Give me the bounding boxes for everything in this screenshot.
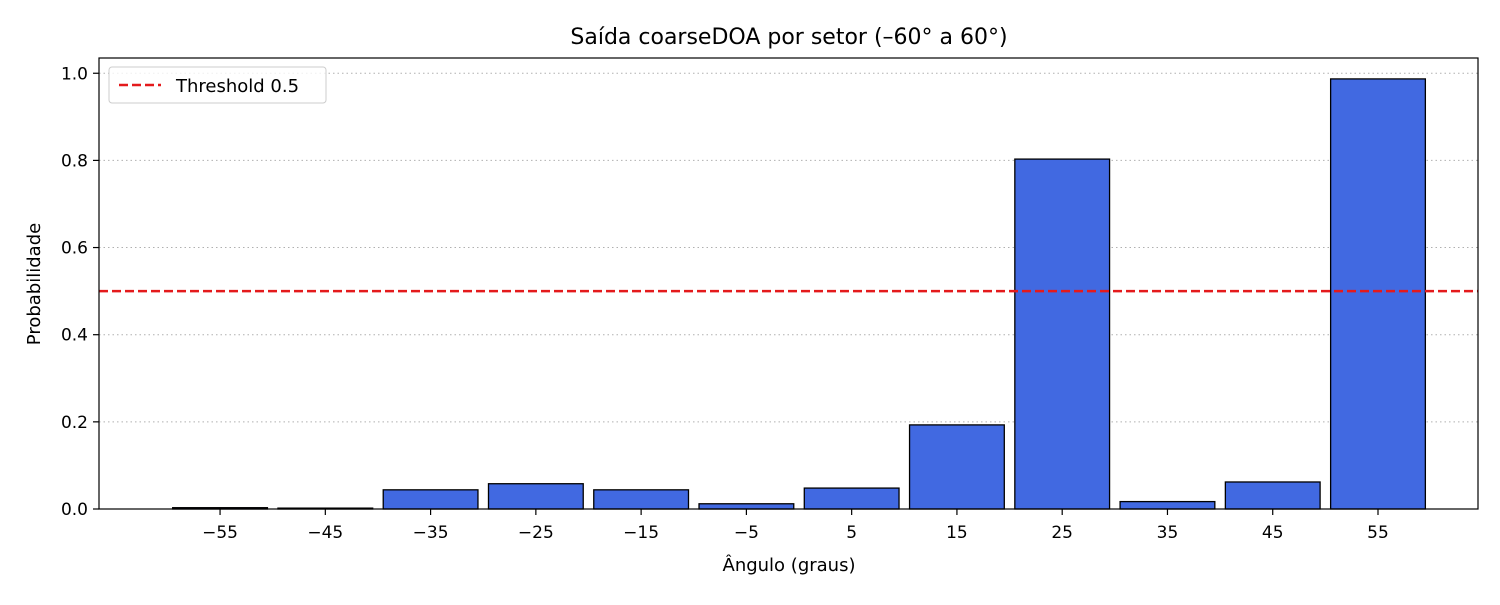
x-tick-label: 25	[1051, 523, 1073, 543]
x-tick-label: 35	[1157, 523, 1179, 543]
y-tick-label: 0.0	[61, 500, 88, 520]
y-tick-label: 1.0	[61, 64, 88, 84]
y-ticks: 0.0 0.2 0.4 0.6 0.8 1.0	[61, 64, 99, 520]
bar-45	[1224, 481, 1321, 510]
plot-frame	[98, 57, 1479, 510]
x-tick-label: −25	[518, 523, 554, 543]
bar-15	[908, 424, 1005, 510]
x-axis-label: Ângulo (graus)	[723, 554, 856, 576]
bar-−15	[593, 489, 690, 510]
bar-25	[1014, 158, 1111, 510]
x-tick-label: −5	[734, 523, 759, 543]
x-tick-label: 45	[1262, 523, 1284, 543]
y-tick-label: 0.6	[61, 239, 88, 259]
grid-lines	[99, 72, 1478, 423]
y-tick-label: 0.8	[61, 151, 88, 171]
legend-box	[108, 66, 327, 104]
bar-35	[1119, 500, 1216, 510]
x-tick-label: 15	[946, 523, 968, 543]
bar-−25	[487, 483, 584, 510]
x-tick-label: 55	[1367, 523, 1389, 543]
y-axis-label: Probabilidade	[24, 223, 45, 345]
y-tick-label: 0.2	[61, 413, 88, 433]
bars	[172, 78, 1427, 510]
legend-label-threshold: Threshold 0.5	[175, 76, 299, 97]
chart-title: Saída coarseDOA por setor (–60° a 60°)	[570, 25, 1007, 50]
x-tick-label: −35	[413, 523, 449, 543]
x-tick-label: −55	[202, 523, 238, 543]
bar-−5	[698, 503, 795, 510]
bar-−35	[382, 489, 479, 510]
x-tick-label: −15	[623, 523, 659, 543]
y-tick-label: 0.4	[61, 326, 88, 346]
x-tick-label: −45	[307, 523, 343, 543]
legend: Threshold 0.5	[108, 66, 327, 104]
bar-55	[1329, 78, 1427, 510]
x-tick-label: 5	[846, 523, 857, 543]
x-ticks: −55 −45 −35 −25 −15 −5 5 15 25 35 45 55	[202, 509, 1389, 543]
bar-5	[803, 487, 900, 510]
